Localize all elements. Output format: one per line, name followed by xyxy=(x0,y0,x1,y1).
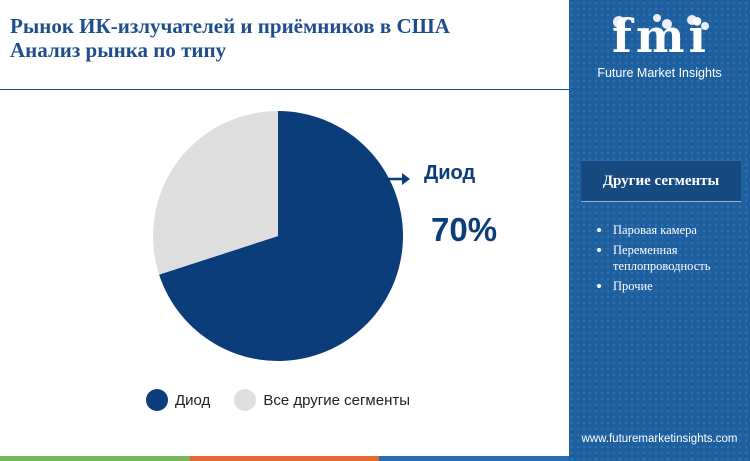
title-line-1: Рынок ИК‑излучателей и приёмников в США xyxy=(10,14,450,38)
callout-value: 70% xyxy=(431,211,498,248)
segment-item: Переменная теплопроводность xyxy=(593,242,743,274)
legend-swatch-other xyxy=(234,389,257,411)
website-link[interactable]: www.futuremarketinsights.com xyxy=(581,433,738,445)
pie-slice-other xyxy=(153,111,278,275)
legend-swatch-diode xyxy=(146,389,168,411)
segment-item: Паровая камера xyxy=(593,222,743,238)
bottom-bar-segment-green xyxy=(0,456,190,461)
chart-legend: Диод Все другие сегменты xyxy=(146,389,434,411)
callout-label: Диод xyxy=(424,162,476,184)
segment-item: Прочие xyxy=(593,278,743,294)
chart-panel: Рынок ИК‑излучателей и приёмников в США … xyxy=(0,14,570,461)
legend-label-diode: Диод xyxy=(175,391,211,409)
legend-label-other: Все другие сегменты xyxy=(263,391,411,409)
bottom-bar-segment-blue xyxy=(379,456,570,461)
company-logo: fmi xyxy=(612,9,710,63)
world-map-icon xyxy=(613,14,709,30)
segments-heading: Другие сегменты xyxy=(602,172,720,189)
legend-item-diode: Диод xyxy=(146,389,210,411)
callout-arrow xyxy=(386,173,410,185)
bottom-bar-segment-orange xyxy=(189,456,380,461)
title-divider xyxy=(0,89,569,90)
pie-slice-diode xyxy=(159,111,403,361)
company-name: Future Market Insights xyxy=(597,66,722,80)
segments-heading-box: Другие сегменты xyxy=(581,160,741,202)
pie-chart xyxy=(153,111,410,361)
bottom-color-bar xyxy=(0,456,570,461)
legend-item-other: Все другие сегменты xyxy=(234,389,410,411)
title-line-2: Анализ рынка по типу xyxy=(10,38,227,62)
sidebar-panel: fmi Future Market Insights Другие сегмен… xyxy=(569,0,750,461)
segments-list: Паровая камера Переменная теплопроводнос… xyxy=(593,222,743,298)
page-title: Рынок ИК‑излучателей и приёмников в США … xyxy=(10,14,450,62)
